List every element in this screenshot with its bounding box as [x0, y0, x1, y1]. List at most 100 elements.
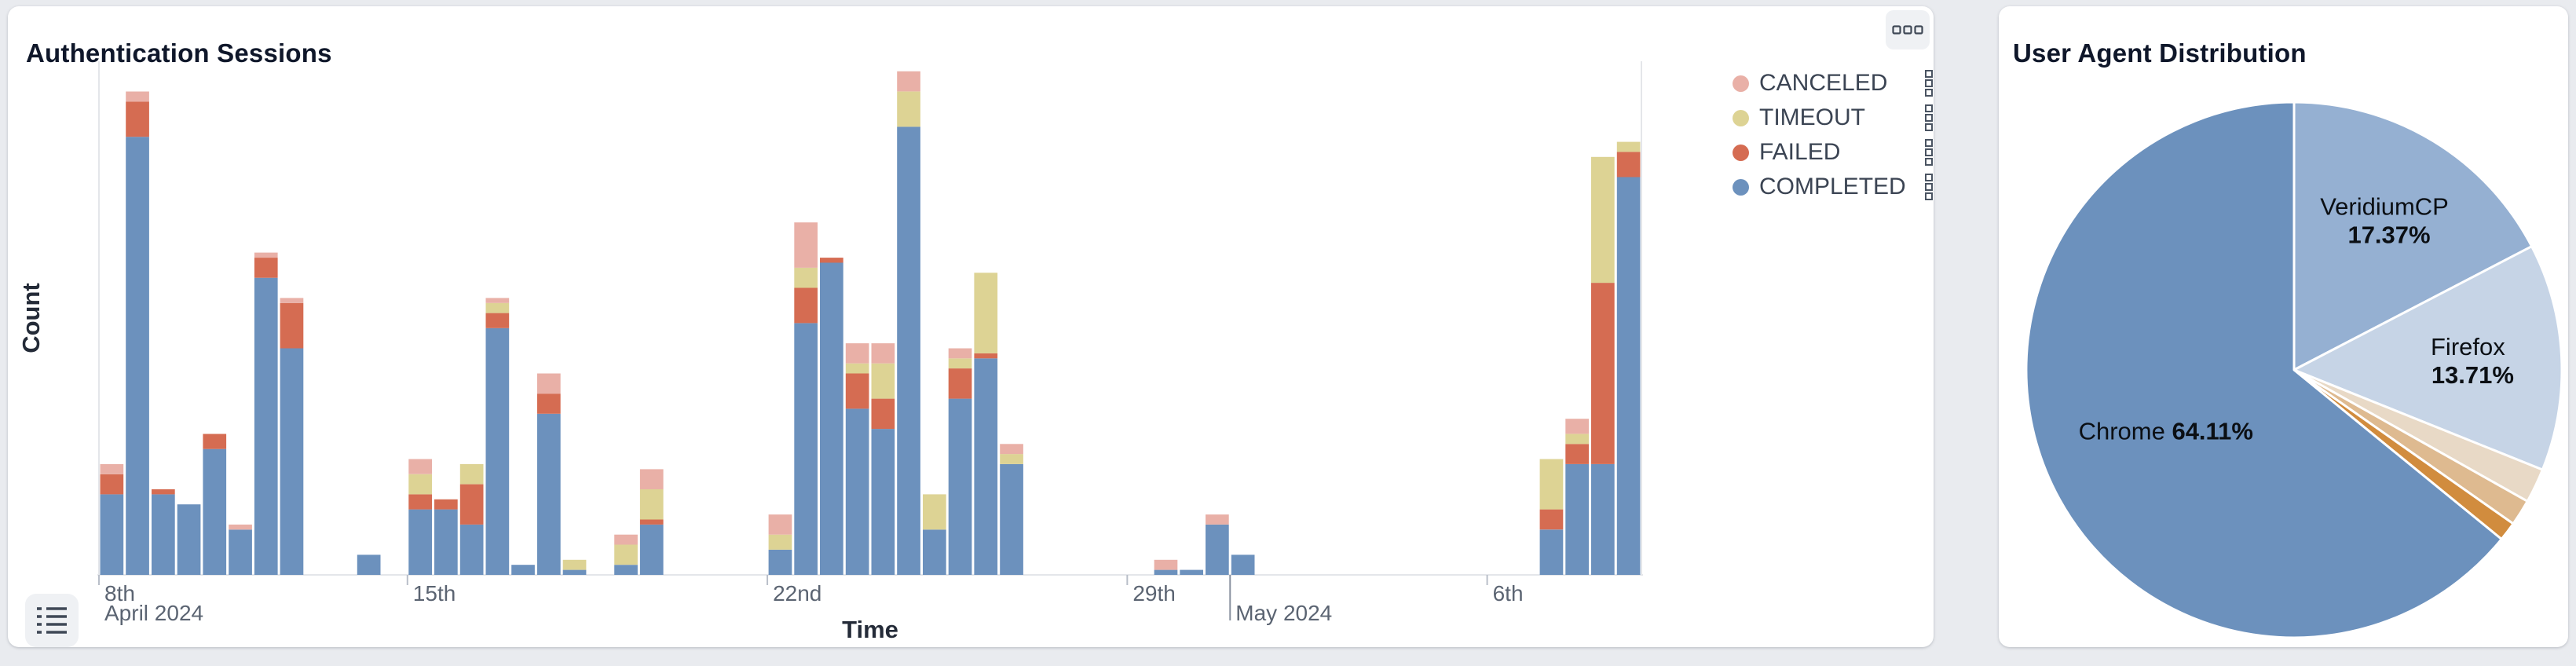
bar-segment-failed[interactable] [845, 373, 869, 409]
legend-item-completed[interactable]: COMPLETED [1733, 170, 1934, 204]
bar-segment-canceled[interactable] [1206, 514, 1229, 525]
bar-segment-completed[interactable] [1616, 177, 1641, 576]
bar-segment-completed[interactable] [1206, 524, 1229, 575]
bar-segment-completed[interactable] [1180, 569, 1203, 575]
bar-segment-completed[interactable] [871, 429, 895, 575]
bar-segment-failed[interactable] [639, 519, 664, 525]
bar-segment-completed[interactable] [1154, 569, 1178, 575]
bar-segment-failed[interactable] [126, 101, 149, 137]
bar-segment-completed[interactable] [254, 277, 278, 575]
bar-segment-canceled[interactable] [100, 463, 124, 474]
bar-segment-failed[interactable] [537, 393, 561, 414]
bar-segment-failed[interactable] [485, 313, 510, 328]
bar-segment-completed[interactable] [923, 529, 946, 575]
bar-segment-failed[interactable] [1616, 152, 1641, 177]
bar-segment-timeout[interactable] [923, 494, 946, 530]
bar-segment-canceled[interactable] [408, 459, 432, 474]
bar-segment-failed[interactable] [152, 489, 175, 495]
bar-segment-completed[interactable] [639, 524, 664, 575]
bar-segment-canceled[interactable] [871, 343, 895, 364]
bar-segment-canceled[interactable] [126, 91, 149, 102]
bar-segment-canceled[interactable] [1565, 419, 1589, 434]
legend-item-failed[interactable]: FAILED [1733, 135, 1934, 170]
bar-segment-completed[interactable] [820, 262, 843, 576]
bar-segment-completed[interactable] [357, 554, 381, 575]
bar-segment-completed[interactable] [229, 529, 252, 575]
bar-segment-completed[interactable] [100, 494, 124, 575]
bar-segment-timeout[interactable] [1591, 156, 1615, 284]
bar-segment-failed[interactable] [871, 398, 895, 430]
bar-segment-canceled[interactable] [1000, 444, 1023, 455]
bar-segment-completed[interactable] [203, 448, 227, 575]
bar-segment-completed[interactable] [1591, 463, 1615, 575]
bar-segment-completed[interactable] [511, 565, 535, 575]
bar-segment-completed[interactable] [614, 565, 638, 575]
bar-segment-completed[interactable] [1539, 529, 1564, 575]
bar-segment-timeout[interactable] [897, 91, 920, 127]
bar-segment-completed[interactable] [897, 126, 920, 575]
drag-handle-icon[interactable] [1924, 104, 1934, 131]
bar-segment-failed[interactable] [280, 302, 304, 349]
drag-handle-icon[interactable] [1924, 139, 1934, 166]
legend-item-canceled[interactable]: CANCELED [1733, 66, 1934, 101]
bar-segment-failed[interactable] [434, 499, 458, 510]
bar-segment-timeout[interactable] [871, 363, 895, 399]
bar-segment-failed[interactable] [100, 474, 124, 495]
bar-segment-timeout[interactable] [485, 302, 510, 313]
bar-segment-completed[interactable] [408, 509, 432, 575]
bar-segment-completed[interactable] [485, 328, 510, 575]
bar-segment-canceled[interactable] [768, 514, 792, 535]
pie-slice-firefox[interactable] [2292, 245, 2563, 471]
bar-segment-failed[interactable] [794, 287, 818, 324]
bar-segment-timeout[interactable] [1565, 434, 1589, 445]
bar-segment-completed[interactable] [1231, 554, 1255, 575]
bar-segment-canceled[interactable] [845, 343, 869, 364]
bar-segment-completed[interactable] [794, 323, 818, 575]
bar-segment-completed[interactable] [768, 549, 792, 575]
bar-segment-failed[interactable] [254, 258, 278, 278]
pie-slice-veridiumcp[interactable] [2292, 101, 2534, 371]
bar-segment-timeout[interactable] [845, 363, 869, 374]
bar-segment-completed[interactable] [948, 398, 972, 575]
bar-segment-failed[interactable] [459, 484, 484, 525]
bar-segment-timeout[interactable] [1539, 459, 1564, 510]
bar-segment-failed[interactable] [974, 353, 998, 359]
bar-segment-canceled[interactable] [254, 252, 278, 258]
bar-segment-timeout[interactable] [974, 273, 998, 353]
bar-segment-failed[interactable] [408, 494, 432, 510]
bar-segment-failed[interactable] [1591, 283, 1615, 464]
pie-slice-chrome[interactable] [2025, 101, 2503, 639]
bar-segment-canceled[interactable] [1154, 559, 1178, 570]
bar-segment-timeout[interactable] [1000, 454, 1023, 464]
bar-segment-timeout[interactable] [639, 489, 664, 520]
bar-segment-timeout[interactable] [459, 463, 484, 485]
bar-segment-canceled[interactable] [897, 71, 920, 92]
bar-segment-canceled[interactable] [485, 298, 510, 303]
bar-segment-completed[interactable] [845, 408, 869, 575]
bar-segment-failed[interactable] [1539, 509, 1564, 530]
bar-segment-completed[interactable] [1565, 463, 1589, 575]
bar-segment-timeout[interactable] [614, 544, 638, 565]
bar-segment-failed[interactable] [820, 258, 843, 263]
bar-segment-canceled[interactable] [948, 348, 972, 359]
bar-segment-completed[interactable] [562, 569, 587, 575]
bar-segment-canceled[interactable] [794, 222, 818, 268]
bar-segment-timeout[interactable] [794, 267, 818, 288]
legend-toggle-button[interactable] [25, 594, 79, 647]
bar-segment-timeout[interactable] [1616, 141, 1641, 152]
bar-segment-completed[interactable] [434, 509, 458, 575]
bar-segment-timeout[interactable] [562, 559, 587, 570]
bar-segment-completed[interactable] [177, 504, 201, 575]
bar-segment-failed[interactable] [1565, 444, 1589, 464]
bar-segment-completed[interactable] [280, 348, 304, 576]
bar-segment-timeout[interactable] [408, 474, 432, 495]
bar-segment-completed[interactable] [974, 358, 998, 575]
chart-menu-button[interactable] [1886, 10, 1930, 49]
bar-segment-completed[interactable] [1000, 463, 1023, 575]
bar-segment-canceled[interactable] [537, 373, 561, 394]
bar-segment-completed[interactable] [537, 413, 561, 575]
bar-segment-failed[interactable] [948, 368, 972, 399]
drag-handle-icon[interactable] [1924, 174, 1934, 200]
bar-segment-timeout[interactable] [948, 358, 972, 369]
drag-handle-icon[interactable] [1924, 70, 1934, 97]
